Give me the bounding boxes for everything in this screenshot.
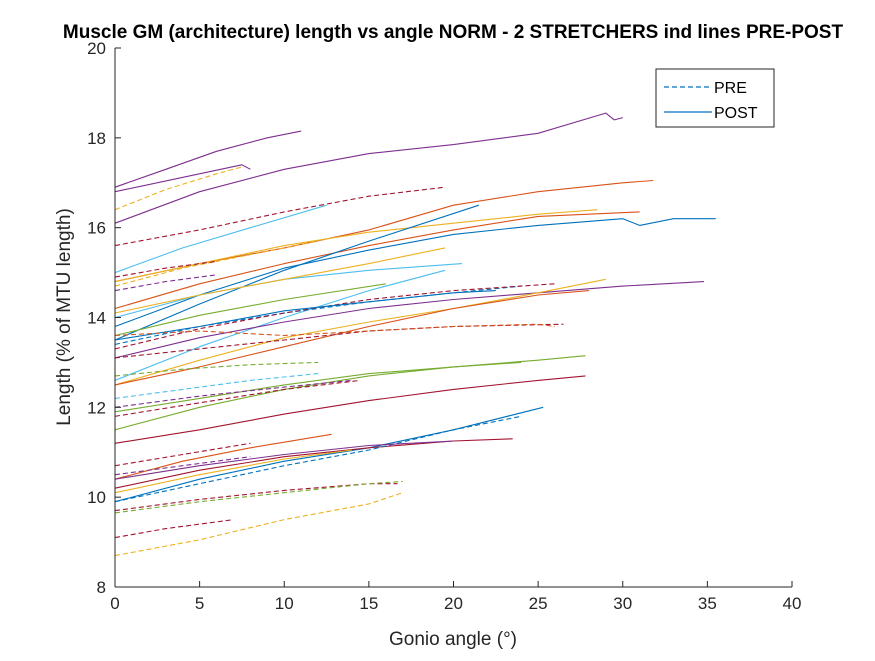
legend-label-post: POST	[714, 105, 758, 122]
x-tick-label: 35	[698, 594, 717, 613]
x-tick-label: 5	[195, 594, 204, 613]
x-tick-label: 10	[275, 594, 294, 613]
series-line-29	[114, 355, 586, 431]
series-line-33	[114, 375, 586, 444]
series-line-1	[114, 130, 302, 188]
x-tick-label: 30	[613, 594, 632, 613]
x-tick-label: 25	[529, 594, 548, 613]
series-line-26	[114, 323, 556, 337]
x-tick-label: 0	[110, 594, 119, 613]
series-line-17	[114, 260, 217, 278]
series-line-32	[114, 379, 352, 408]
legend: PRE POST	[655, 68, 775, 128]
series-line-10	[114, 209, 598, 283]
series-line-5	[114, 186, 446, 247]
x-axis-label: Gonio angle (°)	[389, 629, 517, 650]
series-line-25	[114, 323, 564, 359]
series-line-43	[114, 480, 403, 514]
series-line-16	[114, 283, 386, 337]
series-line-20	[114, 283, 556, 350]
y-tick-label: 10	[87, 488, 106, 507]
series-line-45	[114, 519, 234, 539]
plot-area	[115, 48, 792, 587]
series-line-9	[114, 211, 640, 310]
chart-title: Muscle GM (architecture) length vs angle…	[63, 22, 844, 43]
series-line-41	[114, 456, 251, 476]
series-line-34	[114, 406, 544, 503]
series-line-39	[114, 449, 352, 494]
series-line-37	[114, 415, 522, 503]
series-line-12	[114, 240, 319, 287]
series-line-18	[114, 274, 217, 292]
series-line-22	[114, 281, 705, 359]
ticks-layer: 0 5 10 15 20 25 30 35 40 8 10 12 14 16 18 20	[87, 39, 801, 613]
y-tick-label: 20	[87, 39, 106, 58]
series-line-4	[114, 112, 623, 224]
series-line-7	[114, 204, 327, 274]
series-line-23	[114, 278, 606, 386]
series-line-44	[114, 492, 403, 557]
y-tick-label: 12	[87, 398, 106, 417]
series-line-27	[114, 373, 319, 399]
series-line-40	[114, 442, 251, 467]
x-tick-label: 15	[359, 594, 378, 613]
series-line-24	[114, 290, 589, 386]
y-tick-label: 18	[87, 129, 106, 148]
legend-label-pre: PRE	[714, 80, 747, 97]
series-line-2	[114, 164, 251, 193]
series-line-28	[114, 361, 319, 377]
y-axis-label: Length (% of MTU length)	[54, 208, 75, 426]
x-tick-label: 20	[444, 594, 463, 613]
series-line-15	[114, 269, 446, 381]
y-tick-label: 14	[87, 309, 106, 328]
y-tick-label: 8	[97, 578, 106, 597]
series-line-42	[114, 483, 398, 512]
series-line-31	[114, 379, 361, 417]
y-tick-label: 16	[87, 219, 106, 238]
series-line-38	[114, 440, 454, 480]
series-layer	[114, 112, 716, 557]
series-line-11	[114, 204, 480, 341]
series-line-14	[114, 247, 446, 314]
series-line-36	[114, 438, 513, 489]
series-line-30	[114, 361, 522, 413]
series-line-8	[114, 218, 716, 328]
series-line-3	[114, 166, 243, 211]
legend-box	[655, 68, 775, 128]
series-line-21	[114, 290, 496, 341]
x-tick-label: 40	[783, 594, 802, 613]
